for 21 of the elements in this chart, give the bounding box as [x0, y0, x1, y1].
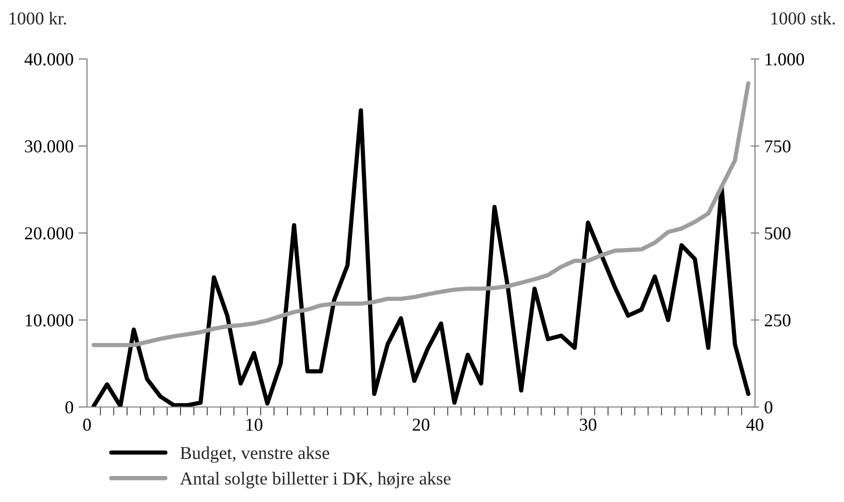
- y-axis-title: 1000 kr.: [10, 12, 66, 25]
- y-tick-label: 10.000: [26, 314, 74, 327]
- y2-tick-label: 500: [765, 227, 790, 240]
- line-series: [92, 108, 750, 407]
- y-tick-label: 0: [65, 401, 74, 414]
- x-tick-label: 30: [580, 418, 596, 431]
- x-tick-label: 40: [746, 418, 764, 431]
- line-series: [92, 81, 750, 348]
- legend-label: Antal solgte billetter i DK, højre akse: [180, 472, 450, 488]
- legend-label: Budget, venstre akse: [180, 446, 330, 463]
- x-tick-label: 10: [246, 418, 262, 431]
- x-tick-label: 0: [83, 418, 91, 431]
- y2-tick-label: 250: [764, 314, 790, 326]
- x-tick-label: 20: [412, 418, 430, 431]
- y-tick-label: 40.000: [24, 53, 74, 66]
- y2-tick-label: 1.000: [766, 53, 804, 66]
- y2-axis-title: 1000 stk.: [771, 12, 835, 25]
- y-tick-label: 20.000: [24, 227, 74, 240]
- y2-tick-label: 750: [765, 140, 790, 152]
- y2-tick-label: 0: [764, 401, 772, 414]
- y-tick-label: 30.000: [25, 140, 74, 153]
